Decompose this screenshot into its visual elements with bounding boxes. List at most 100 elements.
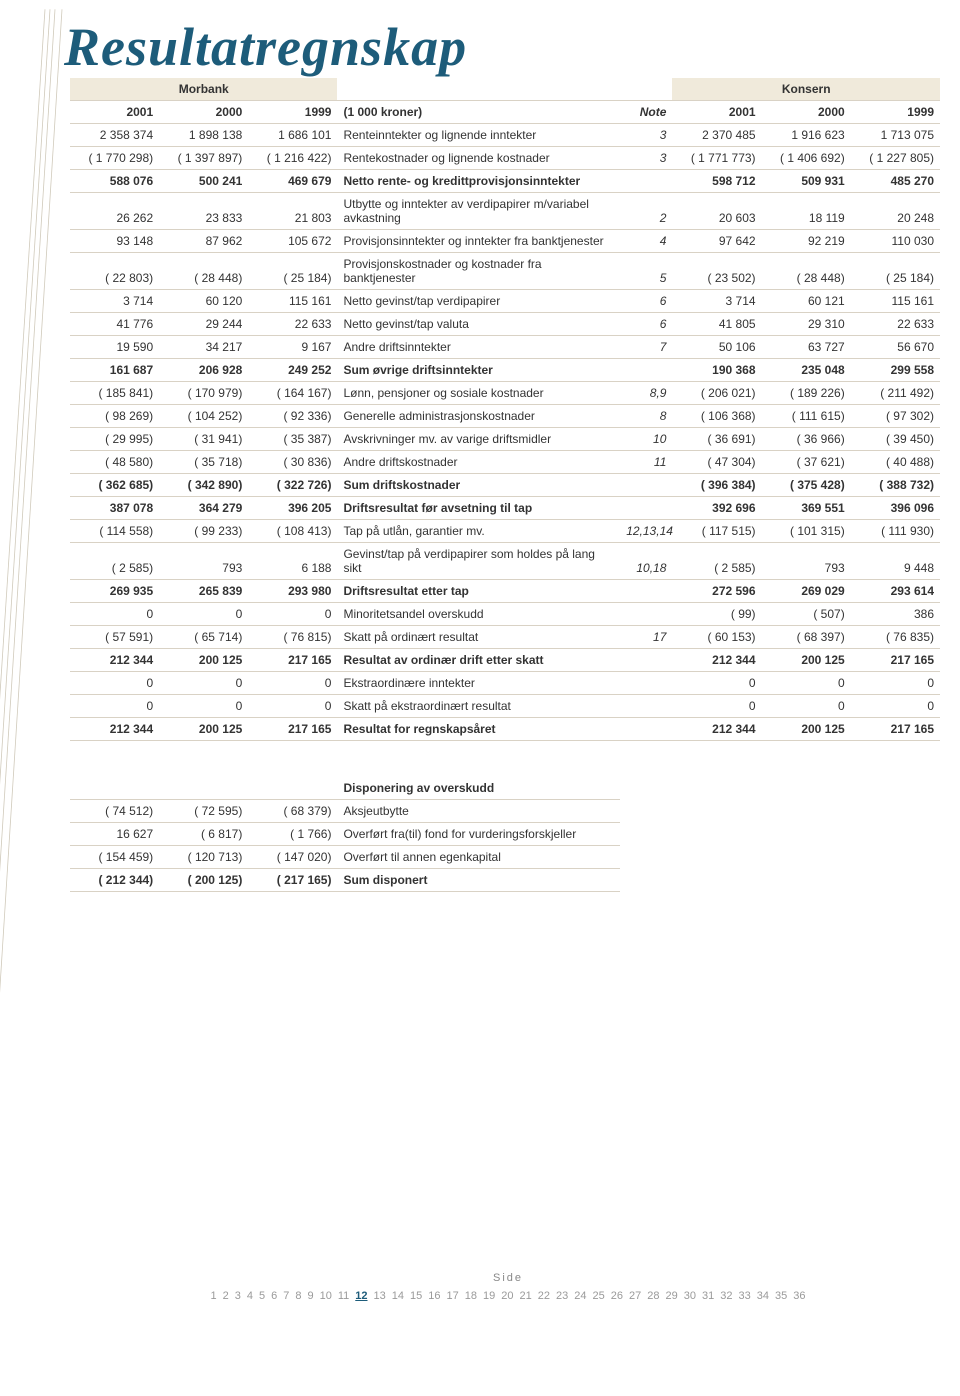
pager-page[interactable]: 23	[553, 1290, 571, 1302]
cell: 3 714	[672, 290, 761, 313]
pager-page[interactable]: 17	[444, 1290, 462, 1302]
table-row: 2 358 3741 898 1381 686 101Renteinntekte…	[70, 124, 940, 147]
pager-page[interactable]: 11	[335, 1290, 352, 1302]
page-root: Resultatregnskap MorbankKonsern200120001…	[0, 0, 960, 1302]
pager-page[interactable]: 29	[663, 1290, 681, 1302]
cell: 500 241	[159, 170, 248, 193]
table-row: 3 71460 120115 161Netto gevinst/tap verd…	[70, 290, 940, 313]
pager-page[interactable]: 6	[268, 1290, 280, 1302]
pager-page[interactable]: 35	[772, 1290, 790, 1302]
cell: 0	[248, 603, 337, 626]
cell	[762, 777, 851, 800]
pager-page[interactable]: 7	[280, 1290, 292, 1302]
cell: ( 111 930)	[851, 520, 940, 543]
pager-page[interactable]: 21	[517, 1290, 535, 1302]
cell-note	[620, 497, 672, 520]
table-row: 000Skatt på ekstraordinært resultat000	[70, 695, 940, 718]
pager-page[interactable]: 13	[371, 1290, 389, 1302]
cell: 22 633	[851, 313, 940, 336]
cell: 386	[851, 603, 940, 626]
cell: 50 106	[672, 336, 761, 359]
cell: 212 344	[672, 649, 761, 672]
cell: 265 839	[159, 580, 248, 603]
pager-page[interactable]: 9	[304, 1290, 316, 1302]
pager-page[interactable]: 10	[317, 1290, 335, 1302]
pager-page[interactable]: 5	[256, 1290, 268, 1302]
cell-note	[620, 695, 672, 718]
cell	[70, 777, 159, 800]
col-header: 2001	[672, 101, 761, 124]
pager-page[interactable]: 31	[699, 1290, 717, 1302]
cell: 396 205	[248, 497, 337, 520]
pager-page[interactable]: 33	[736, 1290, 754, 1302]
pager-page[interactable]: 15	[407, 1290, 425, 1302]
cell-desc: Renteinntekter og lignende inntekter	[337, 124, 620, 147]
cell: ( 35 718)	[159, 451, 248, 474]
pager-page[interactable]: 12	[352, 1290, 370, 1302]
cell	[672, 869, 761, 892]
cell: ( 362 685)	[70, 474, 159, 497]
table-row: ( 185 841)( 170 979)( 164 167)Lønn, pens…	[70, 382, 940, 405]
cell: ( 92 336)	[248, 405, 337, 428]
cell-desc: Aksjeutbytte	[337, 800, 620, 823]
pager-page[interactable]: 28	[644, 1290, 662, 1302]
cell-note: 7	[620, 336, 672, 359]
cell: ( 68 397)	[762, 626, 851, 649]
cell	[851, 800, 940, 823]
cell: ( 185 841)	[70, 382, 159, 405]
pager-page[interactable]: 27	[626, 1290, 644, 1302]
cell-note	[620, 359, 672, 382]
cell: ( 1 766)	[248, 823, 337, 846]
cell-desc: Utbytte og inntekter av verdipapirer m/v…	[337, 193, 620, 230]
cell: 190 368	[672, 359, 761, 382]
cell: ( 28 448)	[762, 253, 851, 290]
cell	[159, 777, 248, 800]
pager-page[interactable]: 25	[590, 1290, 608, 1302]
cell-desc: Lønn, pensjoner og sosiale kostnader	[337, 382, 620, 405]
pager-page[interactable]: 30	[681, 1290, 699, 1302]
pager-page[interactable]: 16	[425, 1290, 443, 1302]
cell: ( 74 512)	[70, 800, 159, 823]
cell: ( 37 621)	[762, 451, 851, 474]
cell: ( 31 941)	[159, 428, 248, 451]
cell: ( 111 615)	[762, 405, 851, 428]
pager-page[interactable]: 22	[535, 1290, 553, 1302]
disp-row: ( 74 512)( 72 595)( 68 379)Aksjeutbytte	[70, 800, 940, 823]
pager-page[interactable]: 14	[389, 1290, 407, 1302]
group-header-mid	[337, 78, 672, 101]
pager-page[interactable]: 1	[207, 1290, 219, 1302]
pager-page[interactable]: 34	[754, 1290, 772, 1302]
cell: 20 603	[672, 193, 761, 230]
pager-page[interactable]: 2	[220, 1290, 232, 1302]
cell	[620, 777, 672, 800]
cell: 200 125	[762, 649, 851, 672]
cell: 0	[70, 695, 159, 718]
cell: 92 219	[762, 230, 851, 253]
disp-header: Disponering av overskudd	[337, 777, 620, 800]
pager-page[interactable]: 18	[462, 1290, 480, 1302]
table-row: ( 29 995)( 31 941)( 35 387)Avskrivninger…	[70, 428, 940, 451]
cell-desc: Tap på utlån, garantier mv.	[337, 520, 620, 543]
table-row: 387 078364 279396 205Driftsresultat før …	[70, 497, 940, 520]
pager-page[interactable]: 20	[498, 1290, 516, 1302]
cell-desc: Sum driftskostnader	[337, 474, 620, 497]
pager-page[interactable]: 24	[571, 1290, 589, 1302]
pager-page[interactable]: 26	[608, 1290, 626, 1302]
page-title: Resultatregnskap	[64, 20, 946, 74]
cell-note	[620, 474, 672, 497]
pager-page[interactable]: 32	[717, 1290, 735, 1302]
cell: ( 99)	[672, 603, 761, 626]
cell-note: 3	[620, 147, 672, 170]
cell	[762, 869, 851, 892]
pager-page[interactable]: 36	[790, 1290, 808, 1302]
pager-page[interactable]: 8	[292, 1290, 304, 1302]
cell: ( 57 591)	[70, 626, 159, 649]
cell: ( 23 502)	[672, 253, 761, 290]
pager-page[interactable]: 19	[480, 1290, 498, 1302]
pager-page[interactable]: 3	[232, 1290, 244, 1302]
cell: 200 125	[159, 649, 248, 672]
cell: ( 98 269)	[70, 405, 159, 428]
cell-desc: Provisjonsinntekter og inntekter fra ban…	[337, 230, 620, 253]
cell: 97 642	[672, 230, 761, 253]
pager-page[interactable]: 4	[244, 1290, 256, 1302]
